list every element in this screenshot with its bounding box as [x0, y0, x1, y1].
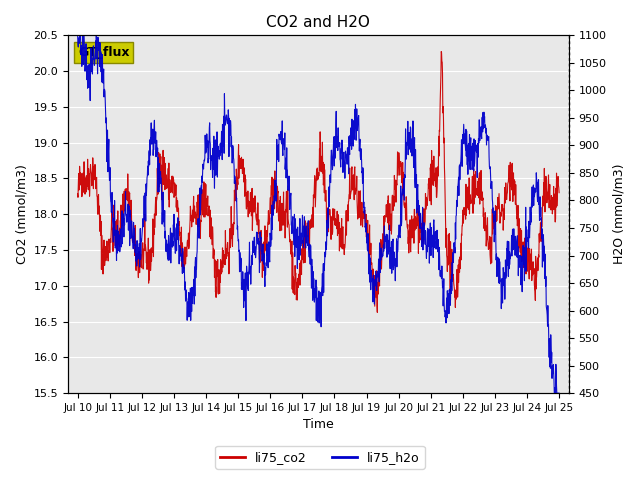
Legend: li75_co2, li75_h2o: li75_co2, li75_h2o [215, 446, 425, 469]
Y-axis label: H2O (mmol/m3): H2O (mmol/m3) [612, 164, 625, 264]
Title: CO2 and H2O: CO2 and H2O [266, 15, 371, 30]
Y-axis label: CO2 (mmol/m3): CO2 (mmol/m3) [15, 164, 28, 264]
Text: GT_flux: GT_flux [78, 46, 129, 59]
X-axis label: Time: Time [303, 419, 333, 432]
